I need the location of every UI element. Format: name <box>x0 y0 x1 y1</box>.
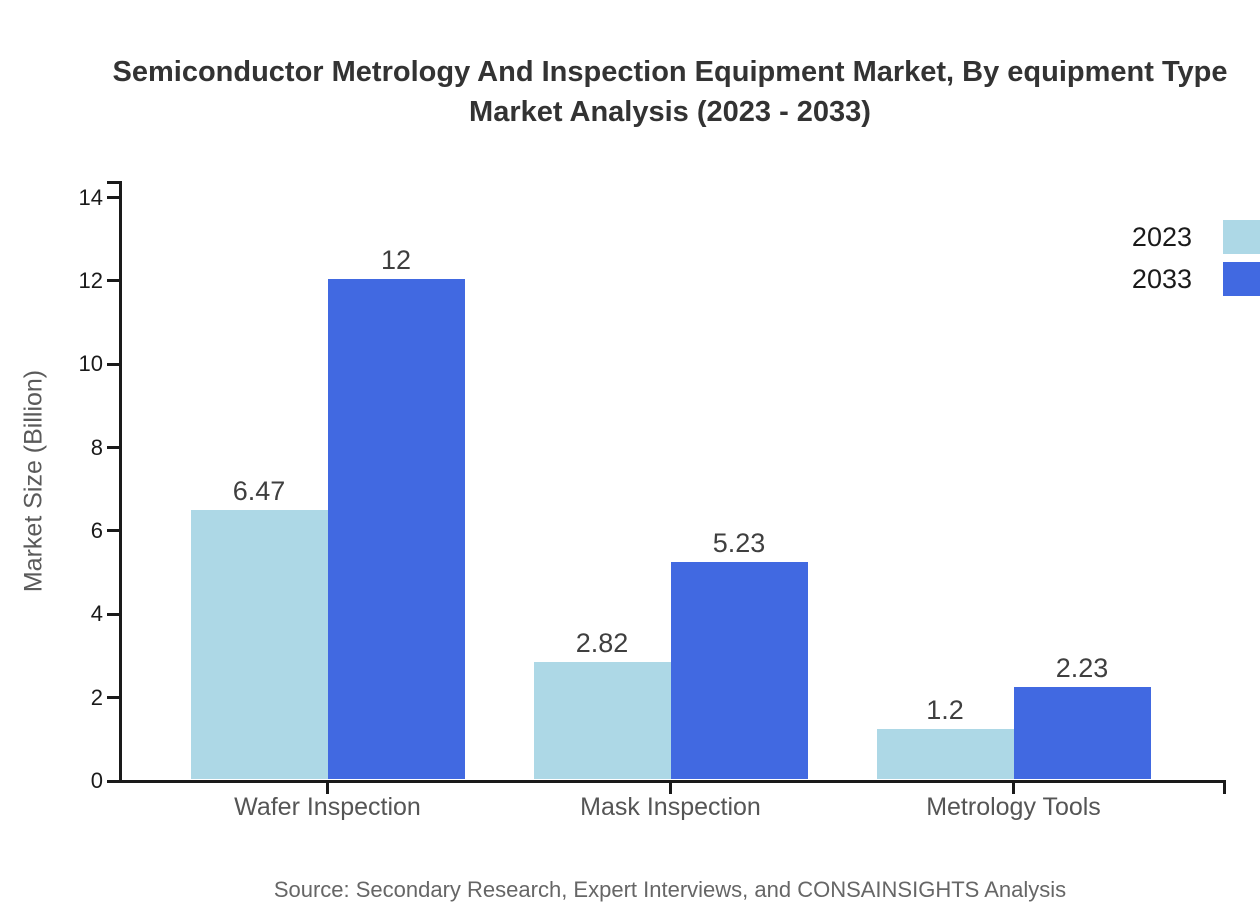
x-axis-label-2: Metrology Tools <box>926 793 1101 821</box>
bar-2023-wafer-inspection <box>190 509 328 780</box>
y-tick-label-2: 4 <box>90 601 103 627</box>
bar-2033-metrology-tools <box>1013 686 1151 780</box>
x-tick-1 <box>669 782 672 794</box>
y-tick-label-1: 2 <box>90 684 103 710</box>
chart-title-line1: Semiconductor Metrology And Inspection E… <box>112 56 1228 88</box>
y-tick-1 <box>106 696 119 700</box>
x-tick-0 <box>326 782 329 794</box>
legend-label-2033: 2033 <box>1131 264 1192 294</box>
chart-title-line2: Market Analysis (2023 - 2033) <box>469 96 871 128</box>
source-note: Source: Secondary Research, Expert Inter… <box>273 877 1067 902</box>
y-tick-7 <box>106 196 119 200</box>
y-tick-label-6: 12 <box>78 267 103 293</box>
y-tick-label-5: 10 <box>78 351 103 377</box>
y-axis-spine <box>118 181 122 783</box>
x-tick-2 <box>1012 782 1015 794</box>
y-tick-6 <box>106 279 119 283</box>
legend-swatch-2023 <box>1223 220 1260 254</box>
y-tick-4 <box>106 446 119 450</box>
y-tick-5 <box>106 362 119 366</box>
bar-value-2033-metrology-tools: 2.23 <box>1055 652 1109 683</box>
x-axis-label-1: Mask Inspection <box>580 793 761 821</box>
bar-2023-mask-inspection <box>533 661 671 780</box>
bar-value-2033-wafer-inspection: 12 <box>380 245 412 276</box>
y-tick-label-3: 6 <box>90 517 103 543</box>
bar-value-2023-metrology-tools: 1.2 <box>926 695 964 726</box>
x-axis-label-0: Wafer Inspection <box>234 793 421 821</box>
legend-swatch-2033 <box>1223 262 1260 296</box>
bar-2033-mask-inspection <box>670 561 808 780</box>
legend-label-2023: 2023 <box>1131 222 1192 252</box>
bar-2033-wafer-inspection <box>327 279 465 780</box>
x-axis-end-cap <box>1223 782 1226 794</box>
bar-2023-metrology-tools <box>876 729 1014 780</box>
bar-value-2023-mask-inspection: 2.82 <box>575 627 629 658</box>
y-tick-label-4: 8 <box>90 434 103 460</box>
chart-title: Semiconductor Metrology And Inspection E… <box>0 52 1260 132</box>
y-tick-label-7: 14 <box>78 184 103 210</box>
y-tick-2 <box>106 612 119 616</box>
bar-value-2033-mask-inspection: 5.23 <box>712 527 766 558</box>
bar-value-2023-wafer-inspection: 6.47 <box>232 475 286 506</box>
y-tick-0 <box>106 779 119 783</box>
y-tick-3 <box>106 529 119 533</box>
y-tick-label-0: 0 <box>90 768 103 793</box>
y-axis-top-cap <box>106 181 119 184</box>
x-axis-spine <box>118 779 1226 783</box>
